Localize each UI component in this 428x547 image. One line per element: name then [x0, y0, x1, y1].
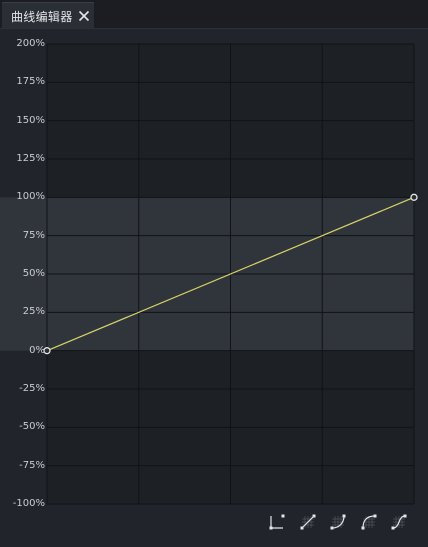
- y-tick-label: -100%: [12, 498, 45, 509]
- y-tick-label: 75%: [22, 229, 45, 241]
- curve-keyframe-handle[interactable]: [43, 347, 51, 355]
- curve-keyframe-handle[interactable]: [410, 193, 418, 201]
- y-tick-label: 200%: [16, 38, 45, 49]
- y-tick-label: 175%: [16, 76, 45, 88]
- preset-s-curve-icon[interactable]: [391, 514, 407, 530]
- y-tick-label: 125%: [16, 153, 45, 164]
- tab-bar: 曲线编辑器: [0, 0, 428, 28]
- y-tick-label: -75%: [19, 459, 45, 471]
- y-tick-label: -25%: [19, 383, 45, 394]
- y-tick-label: 25%: [22, 306, 45, 318]
- curve-line[interactable]: [46, 196, 415, 352]
- grid-lines: [46, 43, 415, 505]
- preset-ease-in-out-icon[interactable]: [361, 514, 377, 530]
- y-tick-label: 50%: [22, 268, 45, 279]
- y-tick-label: 100%: [16, 191, 45, 203]
- close-icon[interactable]: [78, 10, 90, 22]
- preset-ease-out-icon[interactable]: [330, 514, 346, 530]
- y-tick-label: -50%: [19, 421, 45, 433]
- preset-linear-icon[interactable]: [269, 514, 285, 530]
- y-tick-label: 150%: [16, 114, 45, 126]
- tab-title: 曲线编辑器: [11, 10, 73, 24]
- preset-ease-in-icon[interactable]: [300, 514, 316, 530]
- y-tick-label: 0%: [29, 344, 45, 356]
- tab-curve-editor[interactable]: 曲线编辑器: [2, 2, 94, 28]
